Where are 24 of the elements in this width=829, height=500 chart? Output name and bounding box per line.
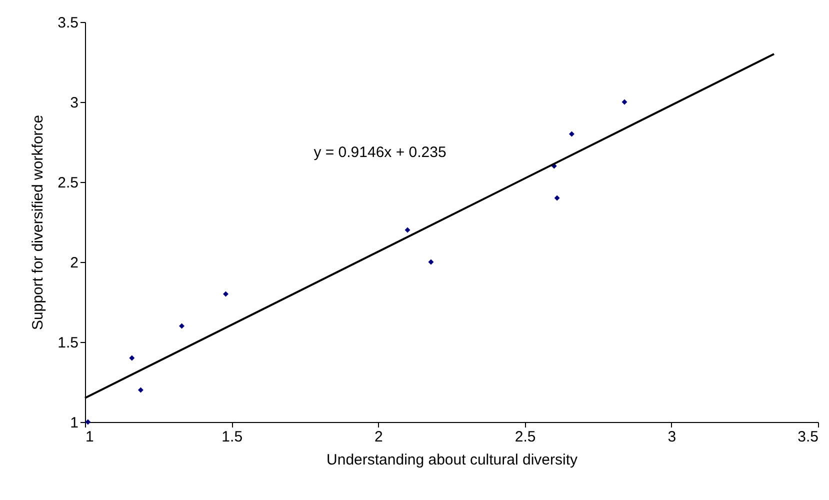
y-tick-label: 2 [70,254,78,272]
point [222,291,228,297]
x-tick-label: 1 [86,428,94,446]
point [129,355,135,361]
x-tick-label: 3 [668,428,676,446]
x-tick-label: 1.5 [222,428,243,446]
annotation: y = 0.9146x + 0.235 [314,144,446,161]
y-tick-label: 3.5 [58,14,78,32]
point [568,131,574,137]
point [428,259,434,265]
y-tick-label: 1.5 [58,334,78,352]
point [404,227,410,233]
x-tick-label: 2.5 [514,428,536,446]
y-tick-label: 3 [70,94,78,112]
x-axis-title: Understanding about cultural diversity [326,452,578,468]
y-tick-label: 2.5 [58,174,78,192]
point [138,387,144,393]
x-tick-label: 3.5 [798,428,818,446]
point [85,419,91,425]
x-tick-label: 2 [374,428,383,446]
y-axis-title: Support for diversified workforce [30,114,47,330]
point [554,195,560,201]
point [622,99,628,105]
y-tick-label: 1 [70,414,78,432]
